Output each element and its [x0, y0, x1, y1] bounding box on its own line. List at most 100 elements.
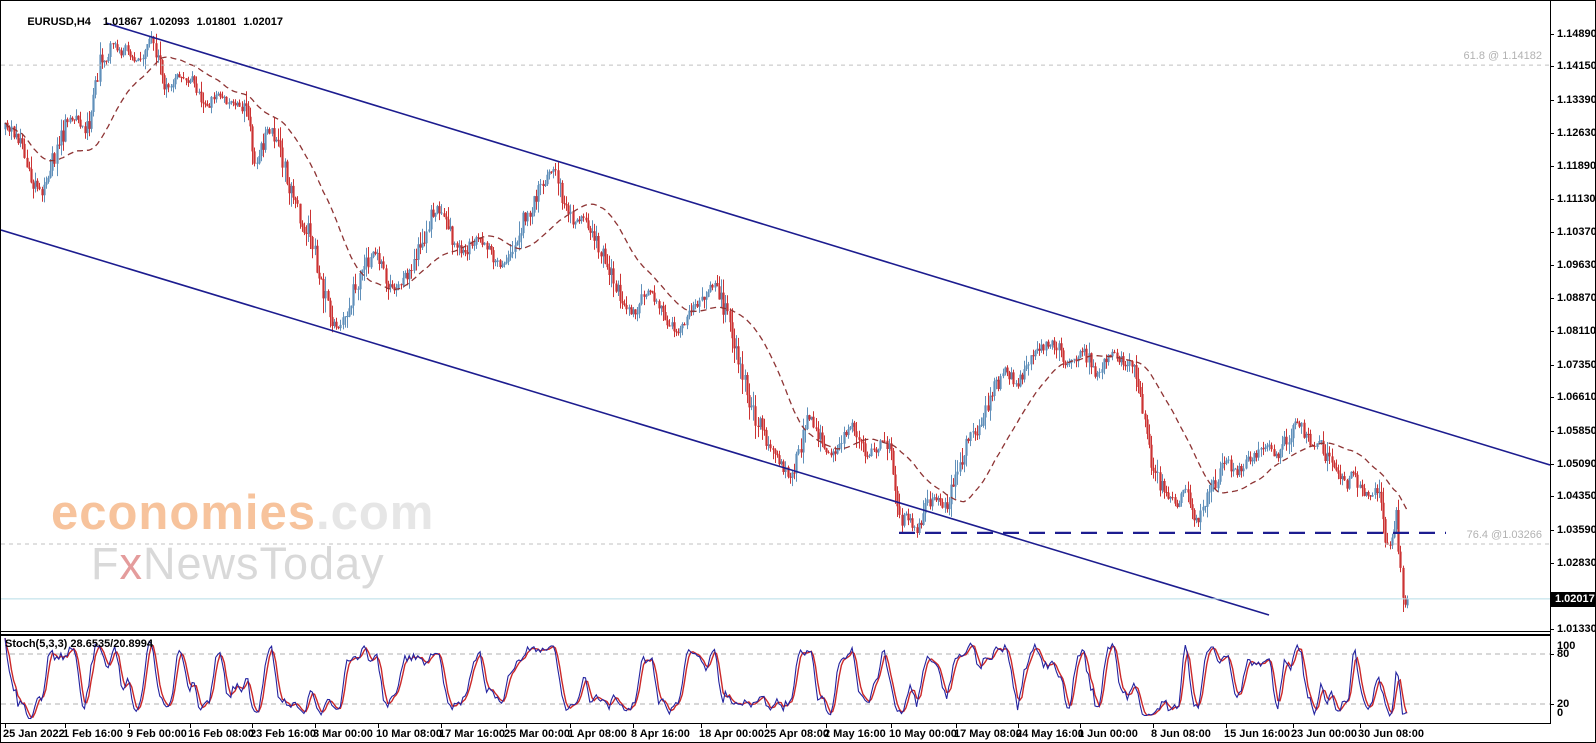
open-value: 1.01867 — [102, 16, 143, 28]
time-axis-tick — [315, 724, 316, 728]
time-axis-label: 2 May 16:00 — [824, 728, 886, 740]
time-axis-tick — [441, 724, 442, 728]
fib-label-764: 76.4 @1.03266 — [1466, 529, 1542, 542]
price-axis-label: 1.12630 — [1557, 127, 1596, 139]
price-axis-tick — [1550, 298, 1554, 299]
price-axis-tick — [1550, 166, 1554, 167]
price-axis-label: 1.14890 — [1557, 28, 1596, 40]
price-axis-label: 1.02830 — [1557, 557, 1596, 569]
price-axis-label: 1.10370 — [1557, 226, 1596, 238]
price-axis[interactable]: 1.02017 1.14890 1.14150 1.13390 1.12630 1.11… — [1550, 1, 1596, 724]
time-axis-tick — [826, 724, 827, 728]
price-axis-label: 1.13390 — [1557, 94, 1596, 106]
price-axis-tick — [1550, 431, 1554, 432]
price-axis-label: 1.03590 — [1557, 524, 1596, 536]
stoch-scale-label: 20 — [1557, 698, 1570, 710]
price-axis-tick — [1550, 563, 1554, 564]
price-axis-tick — [1550, 66, 1554, 67]
time-axis[interactable]: 25 Jan 2022 1 Feb 16:00 9 Feb 00:00 16 Feb … — [1, 724, 1595, 742]
time-axis-label: 10 Mar 08:00 — [376, 728, 443, 740]
price-axis-tick — [1550, 629, 1554, 630]
time-axis-label: 1 Jun 00:00 — [1078, 728, 1138, 740]
price-axis-tick — [1550, 199, 1554, 200]
price-axis-tick — [1550, 464, 1554, 465]
time-axis-label: 24 May 16:00 — [1016, 728, 1084, 740]
time-axis-label: 30 Jun 08:00 — [1358, 728, 1425, 740]
time-axis-tick — [65, 724, 66, 728]
chart-ohlc-title: EURUSD,H4 1.01867 1.02093 1.01801 1.02017 — [9, 4, 290, 40]
low-value: 1.01801 — [196, 16, 237, 28]
price-axis-label: 1.08870 — [1557, 292, 1596, 304]
price-axis-tick — [1550, 530, 1554, 531]
time-axis-label: 25 Jan 2022 — [3, 728, 65, 740]
price-axis-tick — [1550, 365, 1554, 366]
time-axis-tick — [1293, 724, 1294, 728]
price-axis-line — [1550, 1, 1551, 724]
moving-average-line[interactable] — [4, 56, 1408, 510]
time-axis-tick — [129, 724, 130, 728]
time-axis-label: 15 Jun 16:00 — [1224, 728, 1291, 740]
time-axis-label: 1 Apr 08:00 — [568, 728, 627, 740]
indicator-values: 28.6535/20.8994 — [70, 638, 154, 650]
price-axis-label: 1.06610 — [1557, 391, 1596, 403]
price-axis-tick — [1550, 100, 1554, 101]
panel-resize-handle[interactable] — [1, 632, 1550, 634]
time-axis-label: 17 Mar 16:00 — [439, 728, 506, 740]
price-axis-label: 1.11130 — [1557, 193, 1596, 205]
price-axis-label: 1.07350 — [1557, 359, 1596, 371]
price-axis-label: 1.05850 — [1557, 425, 1596, 437]
time-axis-label: 25 Mar 00:00 — [504, 728, 571, 740]
time-axis-tick — [1018, 724, 1019, 728]
price-chart-area[interactable]: EURUSD,H4 1.01867 1.02093 1.01801 1.02017 ec… — [1, 1, 1550, 632]
price-axis-label: 1.09630 — [1557, 259, 1596, 271]
price-axis-tick — [1550, 397, 1554, 398]
price-axis-tick — [1550, 232, 1554, 233]
price-axis-label: 1.11890 — [1557, 160, 1596, 172]
time-axis-tick — [956, 724, 957, 728]
price-axis-label: 1.08110 — [1557, 325, 1596, 337]
stoch-main-line — [4, 637, 1408, 720]
price-axis-label: 1.14150 — [1557, 60, 1596, 72]
indicator-panel[interactable]: Stoch(5,3,3) 28.6535/20.8994 — [1, 634, 1550, 724]
price-axis-tick — [1550, 34, 1554, 35]
fib-label-618: 61.8 @ 1.14182 — [1463, 50, 1542, 63]
price-axis-tick — [1550, 496, 1554, 497]
symbol-timeframe-label: EURUSD,H4 — [27, 16, 91, 28]
time-axis-tick — [1080, 724, 1081, 728]
time-axis-label: 16 Feb 08:00 — [188, 728, 255, 740]
time-axis-tick — [506, 724, 507, 728]
time-axis-label: 25 Apr 08:00 — [764, 728, 830, 740]
price-chart-canvas[interactable] — [1, 1, 1550, 631]
channel-lower-trendline[interactable] — [1, 229, 1270, 616]
indicator-title: Stoch(5,3,3) 28.6535/20.8994 — [5, 638, 153, 650]
stochastic-canvas[interactable] — [1, 636, 1550, 723]
channel-upper-trendline[interactable] — [105, 22, 1550, 466]
time-axis-tick — [570, 724, 571, 728]
time-axis-tick — [1360, 724, 1361, 728]
price-axis-tick — [1550, 265, 1554, 266]
stoch-scale-tick — [1550, 654, 1554, 655]
current-price-tag: 1.02017 — [1551, 592, 1595, 607]
time-axis-tick — [701, 724, 702, 728]
time-axis-label: 1 Feb 16:00 — [63, 728, 123, 740]
time-axis-label: 23 Feb 16:00 — [250, 728, 317, 740]
time-axis-label: 18 Apr 00:00 — [699, 728, 765, 740]
time-axis-label: 3 Mar 00:00 — [313, 728, 373, 740]
time-axis-label: 8 Jun 08:00 — [1151, 728, 1211, 740]
price-axis-label: 1.01330 — [1557, 623, 1596, 635]
close-value: 1.02017 — [243, 16, 283, 28]
candlestick-series — [4, 31, 1409, 612]
time-axis-label: 23 Jun 00:00 — [1291, 728, 1358, 740]
time-axis-tick — [633, 724, 634, 728]
stoch-scale-label: 100 — [1557, 640, 1576, 652]
time-axis-tick — [378, 724, 379, 728]
time-axis-tick — [190, 724, 191, 728]
time-axis-tick — [891, 724, 892, 728]
time-axis-label: 10 May 00:00 — [889, 728, 957, 740]
time-axis-tick — [1153, 724, 1154, 728]
price-axis-tick — [1550, 331, 1554, 332]
high-value: 1.02093 — [149, 16, 190, 28]
price-axis-tick — [1550, 133, 1554, 134]
time-axis-tick — [1226, 724, 1227, 728]
